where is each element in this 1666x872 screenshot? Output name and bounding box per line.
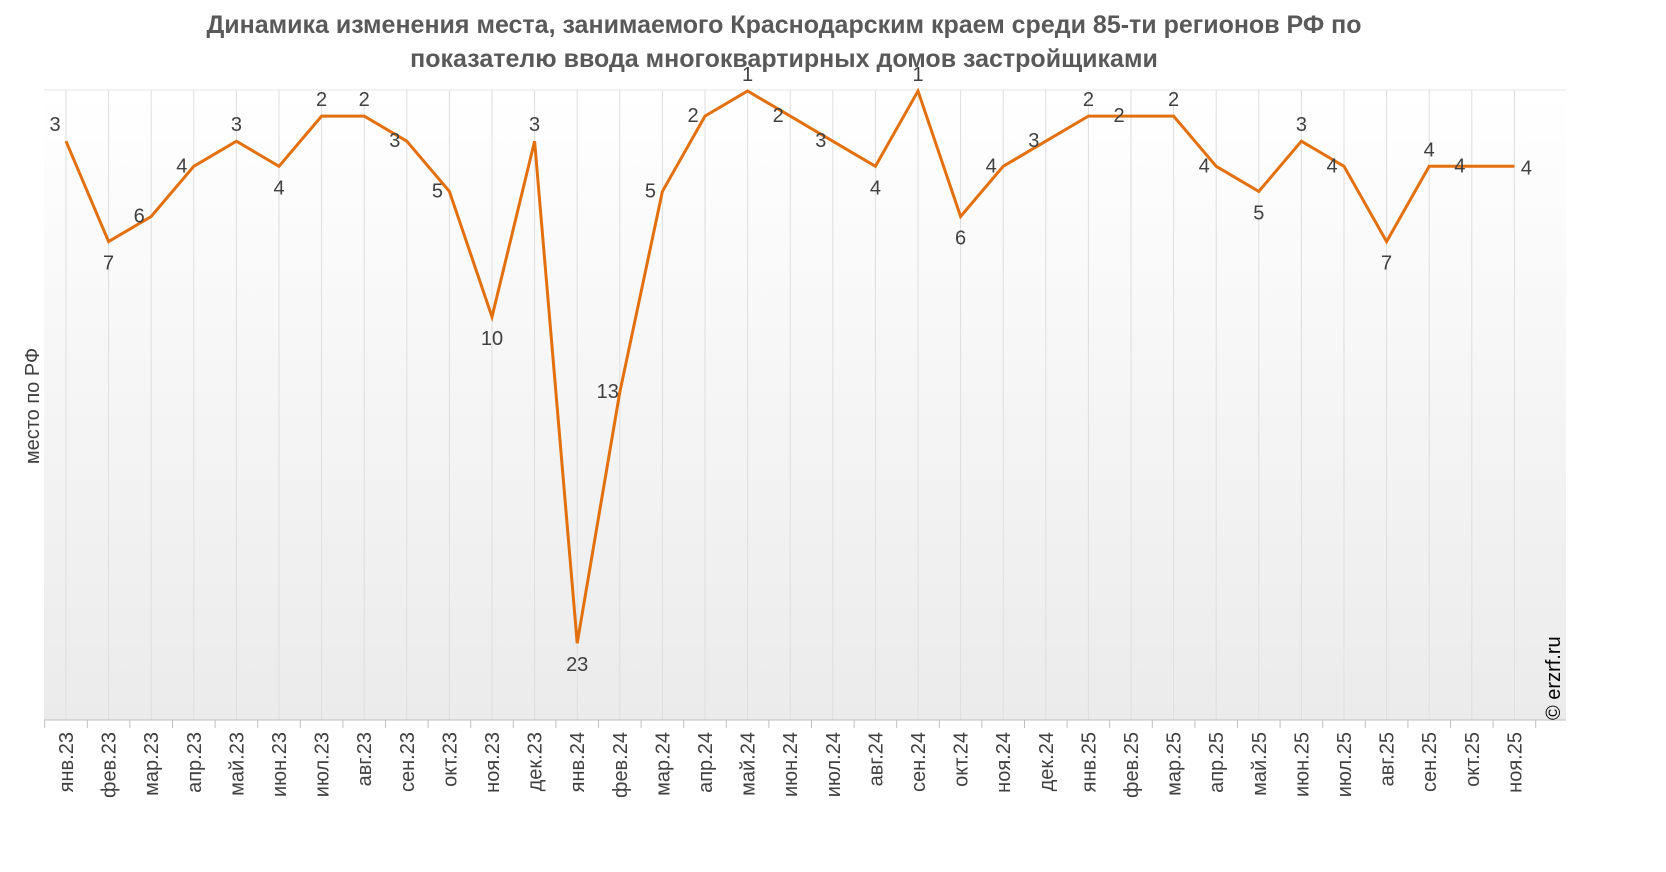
data-label: 3 xyxy=(231,114,242,136)
data-label: 4 xyxy=(1424,139,1435,161)
data-label: 10 xyxy=(481,328,503,350)
x-tick-label: фев.25 xyxy=(1121,732,1143,798)
data-label: 4 xyxy=(273,177,284,199)
data-label: 3 xyxy=(1296,114,1307,136)
x-tick-label: ноя.23 xyxy=(482,732,504,793)
x-tick-label: авг.24 xyxy=(865,732,887,786)
x-tick-label: окт.23 xyxy=(439,732,461,787)
data-label: 4 xyxy=(1199,155,1210,177)
y-axis-label: место по РФ xyxy=(22,348,44,464)
data-label: 6 xyxy=(955,228,966,250)
data-label: 6 xyxy=(134,206,145,228)
data-label: 1 xyxy=(912,64,923,86)
data-label: 2 xyxy=(1083,89,1094,111)
x-tick-label: ноя.25 xyxy=(1504,732,1526,793)
x-tick-label: фев.23 xyxy=(99,732,121,798)
x-tick-label: дек.23 xyxy=(525,732,547,791)
x-tick-label: июн.25 xyxy=(1291,732,1313,797)
data-label: 4 xyxy=(986,155,997,177)
x-tick-label: май.25 xyxy=(1249,732,1271,796)
x-tick-label: июн.24 xyxy=(780,732,802,797)
x-tick-label: май.23 xyxy=(226,732,248,796)
x-tick-label: дек.24 xyxy=(1036,732,1058,791)
data-label: 5 xyxy=(432,180,443,202)
x-tick-label: апр.25 xyxy=(1206,732,1228,793)
chart-title-line-1: Динамика изменения места, занимаемого Кр… xyxy=(206,11,1362,39)
series-line xyxy=(64,87,1515,644)
x-tick-label: апр.24 xyxy=(695,732,717,793)
data-label: 2 xyxy=(687,105,698,127)
data-label: 2 xyxy=(1113,105,1124,127)
x-tick-label: авг.25 xyxy=(1377,732,1399,786)
x-tick-label: май.24 xyxy=(738,732,760,796)
data-label: 2 xyxy=(316,89,327,111)
data-label: 13 xyxy=(597,381,619,403)
plot-area xyxy=(44,90,1566,720)
chart-title: Динамика изменения места, занимаемого Кр… xyxy=(0,8,1568,76)
data-label: 7 xyxy=(1381,253,1392,275)
data-label: 2 xyxy=(1168,89,1179,111)
data-label: 4 xyxy=(1454,155,1465,177)
x-axis-ticks xyxy=(44,720,1537,728)
x-tick-label: янв.23 xyxy=(56,732,78,792)
x-tick-label: мар.25 xyxy=(1164,732,1186,796)
data-label: 3 xyxy=(529,114,540,136)
x-tick-label: янв.24 xyxy=(567,732,589,792)
grid-lines xyxy=(65,90,1515,720)
x-tick-label: мар.24 xyxy=(652,732,674,796)
x-tick-label: сен.25 xyxy=(1419,732,1441,792)
x-tick-label: янв.25 xyxy=(1078,732,1100,792)
data-label: 3 xyxy=(815,130,826,152)
x-tick-label: фев.24 xyxy=(610,732,632,798)
data-label: 2 xyxy=(773,105,784,127)
data-label: 5 xyxy=(645,180,656,202)
x-tick-label: мар.23 xyxy=(141,732,163,796)
x-tick-label: сен.23 xyxy=(397,732,419,792)
x-axis-labels: янв.23 фев.23 мар.23 апр.23 май.23 июн.23 июл.… xyxy=(56,732,1526,798)
data-label: 5 xyxy=(1253,202,1264,224)
x-tick-label: июн.23 xyxy=(269,732,291,797)
data-label: 4 xyxy=(176,155,187,177)
x-tick-label: июл.23 xyxy=(312,732,334,797)
data-label: 23 xyxy=(566,654,588,676)
x-tick-label: окт.24 xyxy=(951,732,973,787)
source-credit: © erzrf.ru xyxy=(1543,636,1565,720)
x-tick-label: апр.23 xyxy=(184,732,206,793)
chart-title-line-2: показателю ввода многоквартирных домов з… xyxy=(410,45,1158,73)
data-label: 4 xyxy=(1326,155,1337,177)
data-label: 7 xyxy=(103,253,114,275)
data-label: 1 xyxy=(742,64,753,86)
data-label: 3 xyxy=(49,114,60,136)
x-tick-label: ноя.24 xyxy=(993,732,1015,793)
x-tick-label: окт.25 xyxy=(1462,732,1484,787)
data-label: 4 xyxy=(1521,157,1532,179)
x-tick-label: сен.24 xyxy=(908,732,930,792)
x-tick-label: авг.23 xyxy=(354,732,376,786)
data-label: 4 xyxy=(870,177,881,199)
x-tick-label: июл.25 xyxy=(1334,732,1356,797)
data-label: 2 xyxy=(359,89,370,111)
x-tick-label: июл.24 xyxy=(823,732,845,797)
data-label: 3 xyxy=(389,130,400,152)
data-label: 3 xyxy=(1028,130,1039,152)
